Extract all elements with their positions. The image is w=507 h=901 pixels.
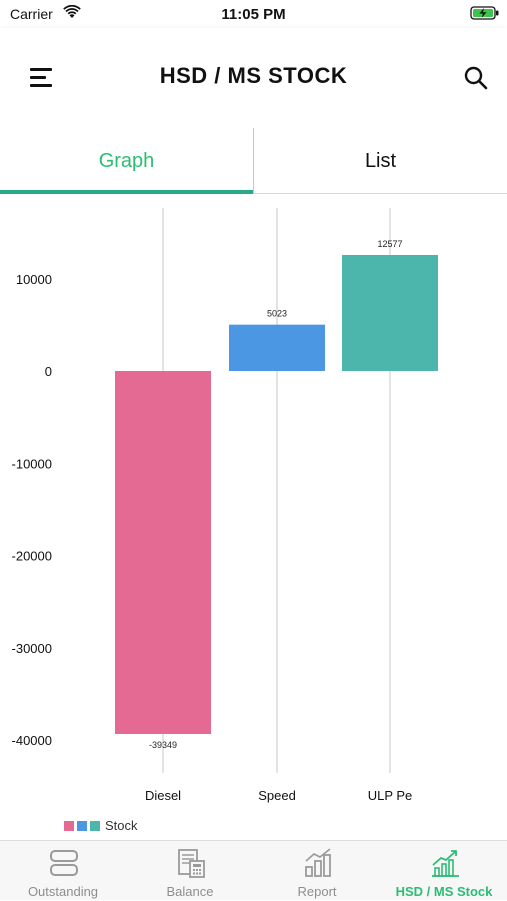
page-title: HSD / MS STOCK <box>159 63 348 88</box>
tabbar-hsd-ms-stock-label: HSD / MS Stock <box>395 884 493 899</box>
y-tick-label: -20000 <box>12 549 52 564</box>
y-tick-label: -30000 <box>12 641 52 656</box>
stock-bar-chart: 10000 0 -10000 -20000 -30000 -40000 -39349 5023… <box>12 208 438 803</box>
outstanding-icon <box>50 850 78 876</box>
tabbar-hsd-ms-stock[interactable]: HSD / MS Stock <box>381 841 507 901</box>
wifi-icon <box>63 5 81 18</box>
tabbar-report-label: Report <box>297 884 337 899</box>
y-tick-label: 0 <box>45 364 52 379</box>
tabbar-outstanding[interactable]: Outstanding <box>0 841 126 901</box>
x-tick-label: ULP Pe <box>368 788 413 803</box>
bar-value-label: 12577 <box>377 239 402 249</box>
legend-swatch-ulp <box>90 820 100 831</box>
y-tick-label: -40000 <box>12 733 52 748</box>
bar-speed <box>229 324 325 371</box>
tabbar-report[interactable]: Report <box>254 841 380 901</box>
bar-value-label: -39349 <box>149 740 177 750</box>
battery-charging-icon <box>470 6 499 20</box>
x-tick-label: Diesel <box>145 788 181 803</box>
active-tab-indicator <box>0 190 253 194</box>
x-tick-label: Speed <box>258 788 296 803</box>
carrier-label: Carrier <box>10 6 53 22</box>
legend-swatch-speed <box>77 820 87 831</box>
status-time: 11:05 PM <box>221 6 286 23</box>
balance-icon <box>178 849 205 878</box>
y-tick-label: 10000 <box>16 272 52 287</box>
y-tick-label: -10000 <box>12 456 52 471</box>
tabbar-balance[interactable]: Balance <box>127 841 253 901</box>
tab-divider <box>253 128 254 194</box>
app-header: HSD / MS STOCK <box>0 28 507 128</box>
tabbar-balance-label: Balance <box>166 884 214 899</box>
stock-trend-icon <box>432 850 459 877</box>
bottom-tab-bar: Outstanding Balance Report <box>0 840 507 900</box>
tabbar-outstanding-label: Outstanding <box>27 884 99 899</box>
tab-graph[interactable]: Graph <box>98 150 155 172</box>
report-icon <box>305 848 331 877</box>
status-bar: Carrier 11:05 PM <box>0 0 507 28</box>
menu-icon[interactable] <box>30 66 58 90</box>
search-icon[interactable] <box>462 64 490 92</box>
legend-label: Stock <box>105 818 138 834</box>
tab-separator-line <box>253 193 507 194</box>
chart-legend: Stock <box>64 817 138 835</box>
legend-swatch-diesel <box>64 820 74 831</box>
segment-tabs: Graph List <box>0 128 507 196</box>
bar-value-label: 5023 <box>267 309 287 319</box>
tab-list[interactable]: List <box>364 150 397 172</box>
bar-diesel <box>115 371 211 734</box>
bar-ulp-pe <box>342 254 438 371</box>
